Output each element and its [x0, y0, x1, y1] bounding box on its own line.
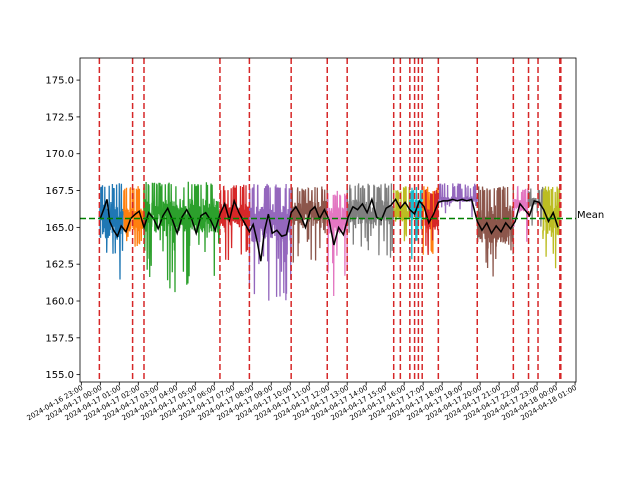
y-tick-label: 170.0 [45, 149, 74, 160]
segment-boundaries [98, 58, 562, 382]
series-segment-13 [476, 186, 514, 277]
y-tick-label: 160.0 [45, 297, 74, 308]
series-segment-16 [542, 186, 561, 269]
y-tick-label: 172.5 [45, 112, 74, 123]
series-segment-2 [122, 186, 145, 247]
y-tick-label: 157.5 [45, 333, 74, 344]
series-segment-1 [98, 183, 124, 280]
series-segment-17 [424, 189, 439, 255]
series-segment-3 [143, 181, 221, 293]
y-tick-label: 155.0 [45, 370, 74, 381]
y-tick-label: 165.0 [45, 223, 74, 234]
series-segment-9 [393, 186, 411, 242]
y-tick-label: 167.5 [45, 186, 74, 197]
y-tick-label: 175.0 [45, 76, 74, 87]
rolling-mean-line [99, 196, 559, 262]
rolling-mean-layer [99, 196, 559, 262]
y-axis: 155.0 157.5 160.0 162.5 165.0 167.5 170.0 172.5… [45, 76, 80, 381]
y-tick-label: 162.5 [45, 260, 74, 271]
mean-label: Mean [577, 210, 604, 221]
series-segment-6 [290, 186, 328, 263]
